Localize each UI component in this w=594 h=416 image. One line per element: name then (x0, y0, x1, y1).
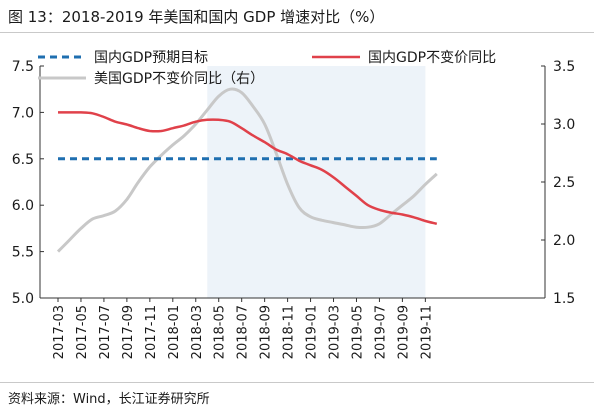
left-tick-label: 6.5 (12, 152, 34, 168)
x-tick-label: 2018-07 (236, 305, 251, 359)
shaded-period (207, 66, 426, 298)
x-tick-label: 2019-01 (305, 305, 320, 359)
us-gdp-line (56, 87, 438, 253)
x-tick-label: 2018-09 (259, 305, 274, 359)
right-tick-label: 3.5 (553, 59, 575, 75)
series-layer (56, 87, 438, 253)
x-tick-label: 2017-07 (98, 305, 113, 359)
left-tick-label: 7.0 (12, 105, 34, 121)
right-tick-label: 2.5 (553, 175, 575, 191)
x-tick-label: 2019-05 (350, 305, 365, 359)
left-tick-label: 5.0 (12, 291, 34, 307)
x-tick-label: 2018-05 (213, 305, 228, 359)
title-rule (0, 32, 594, 33)
left-tick-label: 6.0 (12, 198, 34, 214)
right-tick-label: 3.0 (553, 117, 575, 133)
x-tick-label: 2019-11 (419, 305, 434, 359)
source-rule (0, 382, 594, 383)
figure-title: 图 13：2018-2019 年美国和国内 GDP 增速对比（%） (8, 8, 385, 26)
x-tick-label: 2019-07 (373, 305, 388, 359)
x-tick-label: 2018-03 (190, 305, 205, 359)
legend-us-label: 美国GDP不变价同比（右） (94, 71, 264, 87)
left-tick-label: 5.5 (12, 245, 34, 261)
x-tick-label: 2017-05 (75, 305, 90, 359)
x-tick-label: 2019-09 (396, 305, 411, 359)
gdp-comparison-chart: 5.0 5.5 6.0 6.5 7.0 7.5 1.5 2.0 2.5 3.0 3.5 2017-… (12, 50, 576, 359)
x-tick-label: 2017-11 (144, 305, 159, 359)
right-y-axis: 1.5 2.0 2.5 3.0 3.5 (541, 59, 575, 307)
x-tick-label: 2017-03 (52, 305, 67, 359)
right-tick-label: 1.5 (553, 291, 575, 307)
x-tick-label: 2017-09 (121, 305, 136, 359)
legend-target-label: 国内GDP预期目标 (94, 50, 208, 66)
right-tick-label: 2.0 (553, 233, 575, 249)
domestic-gdp-line (58, 111, 438, 226)
source-note: 资料来源：Wind，长江证券研究所 (8, 392, 210, 407)
left-tick-label: 7.5 (12, 59, 34, 75)
legend-domestic-label: 国内GDP不变价同比 (368, 50, 496, 66)
x-tick-label: 2019-03 (328, 305, 343, 359)
x-axis: 2017-03 2017-05 2017-07 2017-09 2017-11 2018-… (40, 297, 545, 359)
left-y-axis: 5.0 5.5 6.0 6.5 7.0 7.5 (12, 59, 44, 307)
x-tick-label: 2018-01 (167, 305, 182, 359)
x-tick-label: 2018-11 (282, 305, 297, 359)
